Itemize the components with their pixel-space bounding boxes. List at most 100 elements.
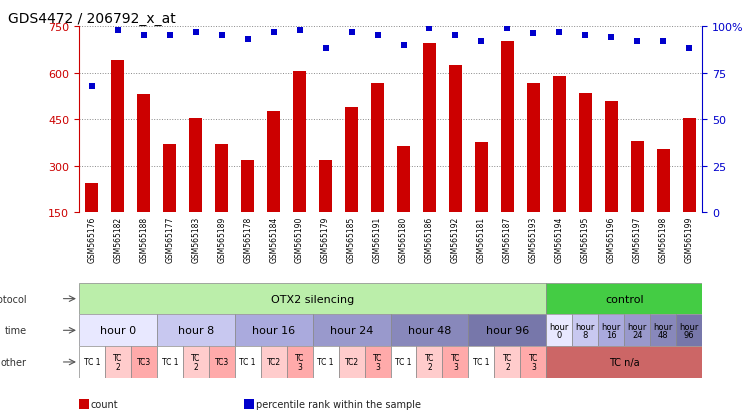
Point bbox=[294, 27, 306, 34]
Point bbox=[502, 26, 514, 32]
Bar bbox=[364, 346, 391, 378]
Bar bbox=[656, 150, 670, 259]
Point bbox=[657, 38, 669, 45]
Bar bbox=[131, 346, 157, 378]
Bar bbox=[631, 142, 644, 259]
Bar bbox=[287, 346, 312, 378]
Bar bbox=[624, 315, 650, 346]
Bar bbox=[417, 346, 442, 378]
Text: TC n/a: TC n/a bbox=[609, 357, 640, 367]
Bar bbox=[111, 61, 125, 259]
Text: GSM565195: GSM565195 bbox=[581, 216, 590, 263]
Point bbox=[86, 83, 98, 90]
Bar bbox=[79, 283, 547, 315]
Bar bbox=[293, 72, 306, 259]
Text: TC
3: TC 3 bbox=[372, 354, 382, 371]
Bar bbox=[137, 95, 150, 259]
Text: control: control bbox=[605, 294, 644, 304]
Bar bbox=[345, 107, 358, 259]
Text: GSM565182: GSM565182 bbox=[113, 216, 122, 262]
Text: OTX2 silencing: OTX2 silencing bbox=[271, 294, 354, 304]
Bar bbox=[79, 315, 157, 346]
Bar bbox=[216, 145, 228, 259]
Text: hour
0: hour 0 bbox=[550, 322, 569, 339]
Text: GSM565178: GSM565178 bbox=[243, 216, 252, 263]
Bar bbox=[234, 346, 261, 378]
Text: GSM565199: GSM565199 bbox=[685, 216, 694, 263]
Text: hour 8: hour 8 bbox=[177, 325, 214, 335]
Text: GSM565185: GSM565185 bbox=[347, 216, 356, 263]
Text: percentile rank within the sample: percentile rank within the sample bbox=[256, 399, 421, 409]
Bar bbox=[339, 346, 364, 378]
Bar bbox=[599, 315, 624, 346]
Bar bbox=[319, 160, 332, 259]
Text: hour
24: hour 24 bbox=[628, 322, 647, 339]
Bar bbox=[267, 112, 280, 259]
Text: hour 16: hour 16 bbox=[252, 325, 295, 335]
Bar bbox=[553, 76, 566, 259]
Point bbox=[449, 33, 461, 40]
Text: GSM565184: GSM565184 bbox=[269, 216, 278, 263]
Point bbox=[267, 29, 279, 36]
Text: TC3: TC3 bbox=[137, 358, 151, 367]
Bar bbox=[494, 346, 520, 378]
Bar bbox=[469, 315, 547, 346]
Bar bbox=[163, 145, 176, 259]
Bar bbox=[676, 315, 702, 346]
Text: TC 1: TC 1 bbox=[318, 358, 334, 367]
Text: TC2: TC2 bbox=[345, 358, 359, 367]
Text: TC
2: TC 2 bbox=[425, 354, 434, 371]
Text: GSM565191: GSM565191 bbox=[373, 216, 382, 263]
Point bbox=[683, 46, 695, 52]
Bar bbox=[371, 84, 384, 259]
Text: hour 0: hour 0 bbox=[100, 325, 136, 335]
Bar bbox=[449, 66, 462, 259]
Bar bbox=[501, 43, 514, 259]
Text: GSM565177: GSM565177 bbox=[165, 216, 174, 263]
Text: TC 1: TC 1 bbox=[395, 358, 412, 367]
Text: TC
3: TC 3 bbox=[295, 354, 304, 371]
Point bbox=[475, 38, 487, 45]
Bar bbox=[547, 283, 702, 315]
Text: GSM565186: GSM565186 bbox=[425, 216, 434, 263]
Bar bbox=[397, 146, 410, 259]
Text: hour 24: hour 24 bbox=[330, 325, 373, 335]
Bar bbox=[475, 143, 488, 259]
Bar bbox=[391, 315, 469, 346]
Point bbox=[553, 29, 566, 36]
Text: GSM565192: GSM565192 bbox=[451, 216, 460, 263]
Point bbox=[216, 33, 228, 40]
Text: GSM565187: GSM565187 bbox=[503, 216, 512, 263]
Text: GSM565189: GSM565189 bbox=[217, 216, 226, 263]
Bar bbox=[86, 183, 98, 259]
Bar bbox=[520, 346, 547, 378]
Point bbox=[527, 31, 539, 38]
Text: TC 1: TC 1 bbox=[83, 358, 100, 367]
Text: protocol: protocol bbox=[0, 294, 27, 304]
Bar bbox=[312, 346, 339, 378]
Bar bbox=[547, 315, 572, 346]
Text: TC
3: TC 3 bbox=[451, 354, 460, 371]
Bar bbox=[683, 118, 695, 259]
Text: TC2: TC2 bbox=[267, 358, 281, 367]
Bar bbox=[312, 315, 391, 346]
Bar bbox=[391, 346, 417, 378]
Bar bbox=[261, 346, 287, 378]
Bar bbox=[234, 315, 312, 346]
Text: GSM565196: GSM565196 bbox=[607, 216, 616, 263]
Text: GSM565197: GSM565197 bbox=[633, 216, 642, 263]
Point bbox=[605, 35, 617, 41]
Point bbox=[242, 37, 254, 43]
Bar bbox=[157, 315, 234, 346]
Point bbox=[137, 33, 149, 40]
Text: GSM565181: GSM565181 bbox=[477, 216, 486, 262]
Text: TC 1: TC 1 bbox=[161, 358, 178, 367]
Point bbox=[397, 42, 409, 49]
Text: hour
96: hour 96 bbox=[680, 322, 699, 339]
Point bbox=[190, 29, 202, 36]
Text: hour
16: hour 16 bbox=[602, 322, 621, 339]
Text: GSM565190: GSM565190 bbox=[295, 216, 304, 263]
Bar bbox=[605, 101, 618, 259]
Text: TC 1: TC 1 bbox=[240, 358, 256, 367]
Bar bbox=[527, 84, 540, 259]
